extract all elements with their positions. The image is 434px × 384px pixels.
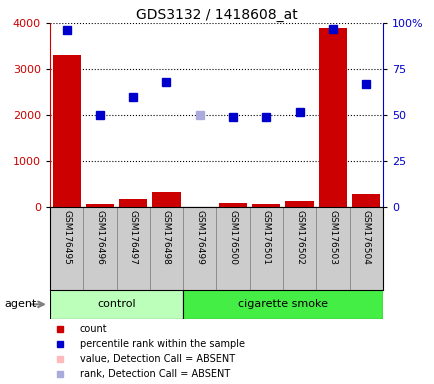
Text: GSM176501: GSM176501	[261, 210, 270, 265]
Text: GSM176499: GSM176499	[195, 210, 204, 265]
Text: value, Detection Call = ABSENT: value, Detection Call = ABSENT	[80, 354, 234, 364]
Bar	[183, 207, 216, 290]
Bar	[318, 28, 346, 207]
Bar	[283, 207, 316, 290]
Title: GDS3132 / 1418608_at: GDS3132 / 1418608_at	[135, 8, 296, 22]
Bar	[216, 207, 249, 290]
Bar	[116, 207, 149, 290]
Bar	[85, 204, 114, 207]
Bar	[83, 207, 116, 290]
Text: control: control	[97, 299, 135, 310]
Text: GSM176495: GSM176495	[62, 210, 71, 265]
Text: GSM176500: GSM176500	[228, 210, 237, 265]
Bar	[252, 204, 280, 207]
Text: cigarette smoke: cigarette smoke	[237, 299, 327, 310]
Bar	[149, 207, 183, 290]
Text: agent: agent	[4, 299, 36, 310]
Bar	[249, 207, 283, 290]
Bar	[152, 192, 180, 207]
Text: GSM176497: GSM176497	[128, 210, 138, 265]
Bar	[351, 194, 379, 207]
Bar	[316, 207, 349, 290]
Text: GSM176496: GSM176496	[95, 210, 104, 265]
Bar	[218, 203, 247, 207]
Text: GSM176503: GSM176503	[328, 210, 337, 265]
Text: rank, Detection Call = ABSENT: rank, Detection Call = ABSENT	[80, 369, 230, 379]
Bar	[53, 55, 81, 207]
Text: count: count	[80, 323, 107, 334]
Text: GSM176498: GSM176498	[161, 210, 171, 265]
Bar	[349, 207, 382, 290]
Bar	[50, 290, 183, 319]
Bar	[50, 207, 83, 290]
Bar	[183, 290, 382, 319]
Bar	[119, 199, 147, 207]
Text: GSM176502: GSM176502	[294, 210, 303, 265]
Bar	[285, 201, 313, 207]
Text: percentile rank within the sample: percentile rank within the sample	[80, 339, 244, 349]
Text: GSM176504: GSM176504	[361, 210, 370, 265]
